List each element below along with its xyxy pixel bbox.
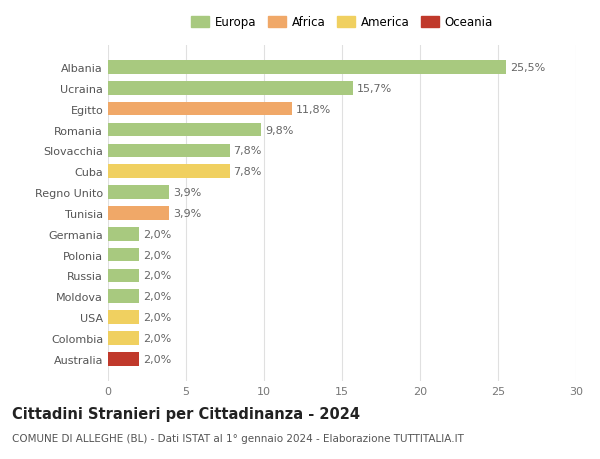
Bar xyxy=(108,144,230,158)
Text: COMUNE DI ALLEGHE (BL) - Dati ISTAT al 1° gennaio 2024 - Elaborazione TUTTITALIA: COMUNE DI ALLEGHE (BL) - Dati ISTAT al 1… xyxy=(12,433,464,443)
Text: 2,0%: 2,0% xyxy=(143,291,172,302)
Bar xyxy=(108,103,292,116)
Bar xyxy=(108,123,261,137)
Bar xyxy=(108,248,139,262)
Legend: Europa, Africa, America, Oceania: Europa, Africa, America, Oceania xyxy=(186,11,498,34)
Text: 11,8%: 11,8% xyxy=(296,105,331,114)
Bar xyxy=(108,311,139,324)
Bar xyxy=(108,290,139,303)
Text: 2,0%: 2,0% xyxy=(143,333,172,343)
Text: 7,8%: 7,8% xyxy=(233,167,262,177)
Bar xyxy=(108,186,169,199)
Text: 2,0%: 2,0% xyxy=(143,250,172,260)
Bar xyxy=(108,165,230,179)
Text: 3,9%: 3,9% xyxy=(173,188,201,198)
Text: 9,8%: 9,8% xyxy=(265,125,293,135)
Text: 2,0%: 2,0% xyxy=(143,313,172,322)
Text: 2,0%: 2,0% xyxy=(143,271,172,281)
Text: Cittadini Stranieri per Cittadinanza - 2024: Cittadini Stranieri per Cittadinanza - 2… xyxy=(12,406,360,421)
Bar xyxy=(108,269,139,283)
Text: 2,0%: 2,0% xyxy=(143,229,172,239)
Text: 2,0%: 2,0% xyxy=(143,354,172,364)
Bar xyxy=(108,82,353,95)
Text: 3,9%: 3,9% xyxy=(173,208,201,218)
Bar xyxy=(108,228,139,241)
Text: 25,5%: 25,5% xyxy=(510,63,545,73)
Bar xyxy=(108,331,139,345)
Bar xyxy=(108,207,169,220)
Text: 7,8%: 7,8% xyxy=(233,146,262,156)
Text: 15,7%: 15,7% xyxy=(357,84,392,94)
Bar xyxy=(108,61,506,75)
Bar xyxy=(108,352,139,366)
